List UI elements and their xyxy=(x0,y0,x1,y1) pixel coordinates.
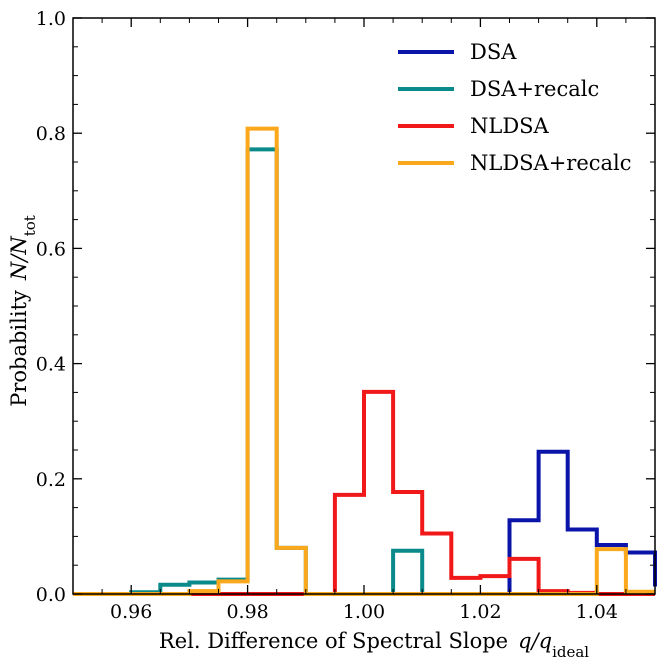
x-tick-label: 1.02 xyxy=(459,601,501,623)
x-axis-label: Rel. Difference of Spectral Slope q/qidea… xyxy=(159,629,589,661)
legend: DSA DSA+recalc NLDSA NLDSA+recalc xyxy=(398,40,632,175)
y-tick-label: 0.2 xyxy=(36,469,66,491)
x-axis-label-subscript: ideal xyxy=(552,643,589,661)
y-tick-label: 0.4 xyxy=(36,354,66,376)
y-tick-label: 0.8 xyxy=(36,123,66,145)
legend-label: NLDSA+recalc xyxy=(470,151,632,175)
legend-label: DSA xyxy=(470,40,517,64)
x-tick-label: 0.96 xyxy=(110,601,152,623)
x-axis-label-text: Rel. Difference of Spectral Slope xyxy=(159,629,508,653)
y-axis-label: Probability N/Ntot xyxy=(7,215,39,407)
y-tick-label: 0.6 xyxy=(36,238,66,260)
series-layer xyxy=(73,126,657,596)
legend-label: DSA+recalc xyxy=(470,77,599,101)
x-tick-label: 1.04 xyxy=(576,601,618,623)
plot-frame xyxy=(72,17,656,595)
y-tick-label: 1.0 xyxy=(36,8,66,30)
y-axis-label-subscript: tot xyxy=(21,215,39,236)
y-tick-label: 0.0 xyxy=(36,584,66,606)
y-axis-label-math: N/N xyxy=(7,236,31,281)
x-axis-label-math: q/q xyxy=(518,629,552,653)
x-tick-label: 1.00 xyxy=(343,601,385,623)
x-tick-label: 0.98 xyxy=(226,601,268,623)
y-axis-label-text: Probability xyxy=(7,290,31,407)
ticks-layer: 0.96 0.98 1.00 1.02 1.04 0.0 0.2 0.4 0.6 0.8 1.0 xyxy=(36,8,656,623)
legend-label: NLDSA xyxy=(470,114,550,138)
